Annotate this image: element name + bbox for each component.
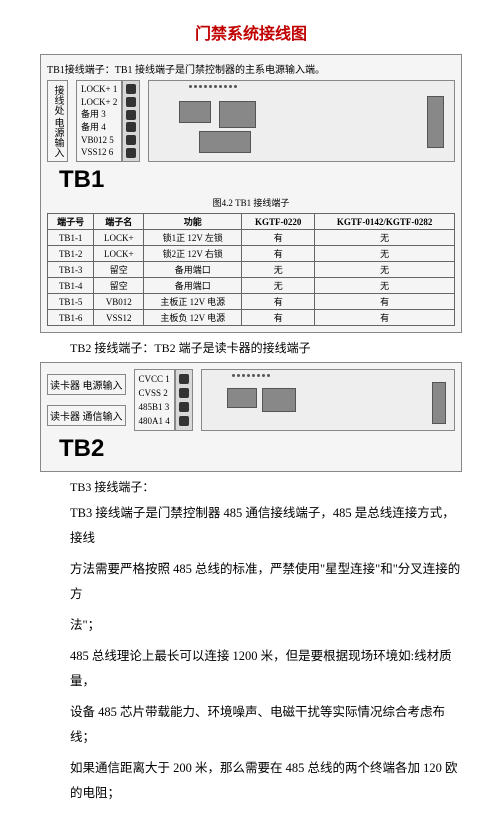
td: 备用端口 [144, 278, 242, 294]
terminal-pin [126, 84, 136, 94]
td: 无 [315, 246, 455, 262]
tb2-terminal: CVCC 1 CVSS 2 485B1 3 480A1 4 [134, 369, 193, 431]
td: 有 [242, 246, 315, 262]
tb3-p4: 485 总线理论上最长可以连接 1200 米，但是要根据现场环境如:线材质量， [70, 644, 462, 694]
pcb-board [148, 80, 455, 162]
td: VB012 [94, 294, 144, 310]
td: 主板负 12V 电源 [144, 310, 242, 326]
td: LOCK+ [94, 246, 144, 262]
tb2-caption: TB2 接线端子：TB2 端子是读卡器的接线端子 [70, 339, 462, 356]
td: VSS12 [94, 310, 144, 326]
tb2-name: TB2 [59, 435, 455, 463]
pin-label: 备用 4 [81, 121, 117, 134]
terminal-pin [126, 135, 136, 145]
td: 无 [242, 262, 315, 278]
th: KGTF-0220 [242, 214, 315, 230]
pin-label: 备用 3 [81, 108, 117, 121]
tb3-p1: TB3 接线端子是门禁控制器 485 通信接线端子，485 是总线连接方式，接线 [70, 501, 462, 551]
tb2-side-label-bot: 读卡器 通信输入 [47, 405, 126, 426]
td: 无 [315, 262, 455, 278]
tb1-fig-caption: 图4.2 TB1 接线端子 [47, 196, 455, 209]
terminal-pin [179, 402, 189, 412]
pin-label: CVCC 1 [139, 373, 170, 386]
td: TB1-4 [48, 278, 94, 294]
tb1-header: TB1接线端子：TB1 接线端子是门禁控制器的主系电源输入端。 [47, 61, 455, 76]
pin-label: CVSS 2 [139, 387, 170, 400]
td: 留空 [94, 262, 144, 278]
td: 主板正 12V 电源 [144, 294, 242, 310]
table-row: TB1-1LOCK+锁1正 12V 左锁有无 [48, 230, 455, 246]
terminal-pin [126, 122, 136, 132]
td: 无 [315, 230, 455, 246]
th: 端子号 [48, 214, 94, 230]
pcb-board [201, 369, 455, 431]
td: 备用端口 [144, 262, 242, 278]
tb3-p5: 设备 485 芯片带载能力、环境噪声、电磁干扰等实际情况综合考虑布线； [70, 700, 462, 750]
terminal-pin [179, 416, 189, 426]
table-row: TB1-2LOCK+锁2正 12V 右锁有无 [48, 246, 455, 262]
tb1-name: TB1 [59, 166, 455, 194]
td: 无 [315, 278, 455, 294]
terminal-pin [126, 110, 136, 120]
pin-label: VB012 5 [81, 134, 117, 147]
table-row: TB1-4留空备用端口无无 [48, 278, 455, 294]
table-row: TB1-3留空备用端口无无 [48, 262, 455, 278]
td: 锁2正 12V 右锁 [144, 246, 242, 262]
tb1-side-label: 接线处 电源输入 [47, 80, 68, 162]
pin-label: 480A1 4 [139, 415, 170, 428]
tb3-p3: 法"； [70, 613, 462, 638]
pin-label: VSS12 6 [81, 146, 117, 159]
pin-label: LOCK+ 2 [81, 96, 117, 109]
pin-label: 485B1 3 [139, 401, 170, 414]
terminal-pin [126, 97, 136, 107]
terminal-pin [126, 148, 136, 158]
tb1-diagram: TB1接线端子：TB1 接线端子是门禁控制器的主系电源输入端。 接线处 电源输入… [40, 54, 462, 333]
terminal-pin [179, 388, 189, 398]
td: TB1-3 [48, 262, 94, 278]
td: 有 [242, 294, 315, 310]
td: LOCK+ [94, 230, 144, 246]
td: TB1-5 [48, 294, 94, 310]
td: 有 [242, 230, 315, 246]
terminal-pin [179, 374, 189, 384]
tb3-caption: TB3 接线端子： [70, 478, 462, 495]
tb3-p6: 如果通信距离大于 200 米，那么需要在 485 总线的两个终端各加 120 欧… [70, 756, 462, 806]
td: 有 [242, 310, 315, 326]
tb3-p2: 方法需要严格按照 485 总线的标准，严禁使用"星型连接"和"分叉连接的方 [70, 557, 462, 607]
table-row: TB1-5VB012主板正 12V 电源有有 [48, 294, 455, 310]
td: TB1-1 [48, 230, 94, 246]
td: 留空 [94, 278, 144, 294]
th: KGTF-0142/KGTF-0282 [315, 214, 455, 230]
td: 锁1正 12V 左锁 [144, 230, 242, 246]
td: TB1-2 [48, 246, 94, 262]
td: TB1-6 [48, 310, 94, 326]
td: 有 [315, 310, 455, 326]
td: 有 [315, 294, 455, 310]
tb1-table: 端子号 端子名 功能 KGTF-0220 KGTF-0142/KGTF-0282… [47, 213, 455, 326]
tb2-side-label-top: 读卡器 电源输入 [47, 374, 126, 395]
page-title: 门禁系统接线图 [40, 20, 462, 44]
tb1-terminal: LOCK+ 1 LOCK+ 2 备用 3 备用 4 VB012 5 VSS12 … [76, 80, 140, 162]
table-row: TB1-6VSS12主板负 12V 电源有有 [48, 310, 455, 326]
th: 功能 [144, 214, 242, 230]
pin-label: LOCK+ 1 [81, 83, 117, 96]
td: 无 [242, 278, 315, 294]
th: 端子名 [94, 214, 144, 230]
tb2-diagram: 读卡器 电源输入 读卡器 通信输入 CVCC 1 CVSS 2 485B1 3 … [40, 362, 462, 472]
